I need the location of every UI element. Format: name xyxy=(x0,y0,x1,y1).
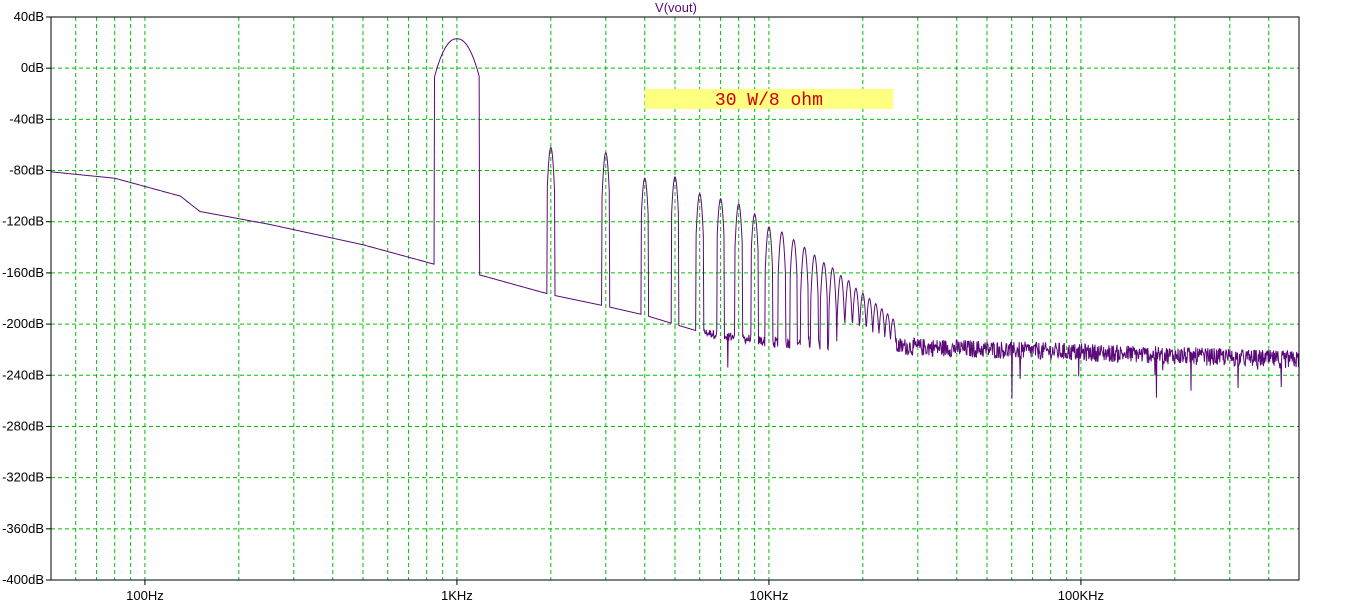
vout-trace xyxy=(50,38,1300,399)
y-tick-label: -40dB xyxy=(9,111,44,126)
x-tick-label: 10KHz xyxy=(749,588,788,603)
y-tick-label: -80dB xyxy=(9,163,44,178)
axis-labels: 40dB 0dB -40dB -80dB -120dB -160dB -200dB -240d… xyxy=(2,9,1104,603)
x-tick-label: 1KHz xyxy=(441,588,473,603)
y-tick-label: 0dB xyxy=(21,60,44,75)
x-tick-label: 100Hz xyxy=(126,588,164,603)
y-tick-label: -120dB xyxy=(2,214,44,229)
y-tick-label: 40dB xyxy=(14,9,44,24)
y-tick-label: -160dB xyxy=(2,265,44,280)
plot-frame xyxy=(50,16,1300,581)
annotation-text: 30 W/8 ohm xyxy=(715,91,823,111)
annotation-box: 30 W/8 ohm xyxy=(644,88,894,111)
y-tick-label: -240dB xyxy=(2,367,44,382)
y-tick-label: -400dB xyxy=(2,572,44,587)
y-tick-label: -320dB xyxy=(2,470,44,485)
trace-title: V(vout) xyxy=(655,0,697,15)
annotation-background xyxy=(644,88,894,109)
y-tick-label: -280dB xyxy=(2,418,44,433)
y-tick-label: -360dB xyxy=(2,521,44,536)
y-tick-label: -200dB xyxy=(2,316,44,331)
x-tick-label: 100KHz xyxy=(1058,588,1104,603)
grid-lines xyxy=(51,17,1299,580)
